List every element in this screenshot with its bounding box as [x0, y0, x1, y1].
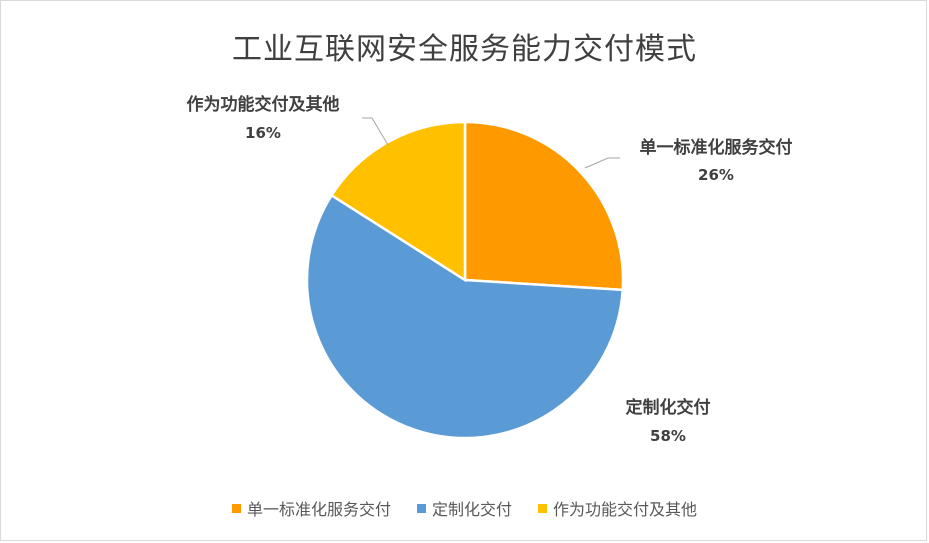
- legend-label-2: 定制化交付: [431, 500, 512, 519]
- legend-label-1: 单一标准化服务交付: [246, 500, 391, 519]
- pie-slice-3: [329, 120, 467, 283]
- pie-slice-1: [463, 120, 625, 292]
- pie-slice-2: [305, 193, 625, 440]
- legend-label-3: 作为功能交付及其他: [553, 500, 698, 519]
- legend-swatch-3: [538, 503, 547, 513]
- leader-line-3: [362, 117, 389, 146]
- legend-item-3: 作为功能交付及其他: [538, 496, 697, 520]
- leader-lines: [362, 117, 620, 169]
- chart-title: 工业互联网安全服务能力交付模式: [232, 32, 697, 67]
- legend-swatch-2: [416, 503, 426, 513]
- legend-item-2: 定制化交付: [416, 496, 512, 520]
- data-labels: 单一标准化服务交付 26% 定制化交付 58% 作为功能交付及其他 16%: [187, 94, 793, 445]
- data-label-category-1: 单一标准化服务交付: [640, 137, 793, 158]
- legend-swatch-1: [231, 503, 241, 513]
- legend-item-1: 单一标准化服务交付: [231, 496, 391, 520]
- data-label-value-1: 26%: [698, 166, 734, 184]
- pie-slices: [305, 120, 625, 440]
- data-label-value-2: 58%: [650, 427, 686, 445]
- data-label-value-3: 16%: [245, 124, 281, 142]
- data-label-category-2: 定制化交付: [626, 397, 711, 418]
- legend: 单一标准化服务交付 定制化交付 作为功能交付及其他: [0, 496, 929, 520]
- data-label-category-3: 作为功能交付及其他: [187, 94, 340, 115]
- leader-line-1: [584, 157, 620, 169]
